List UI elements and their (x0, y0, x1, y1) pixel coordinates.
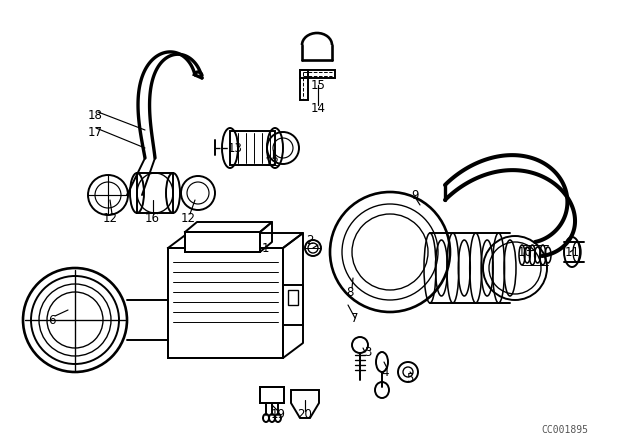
Bar (185, 232, 260, 252)
Bar (168, 248, 283, 358)
Text: 13: 13 (228, 142, 243, 155)
Text: 12: 12 (264, 155, 280, 168)
Text: 19: 19 (271, 409, 285, 422)
Text: 7: 7 (351, 311, 359, 324)
Text: 2: 2 (307, 233, 314, 246)
Bar (260, 387, 284, 403)
Bar (185, 232, 260, 252)
Text: 15: 15 (310, 78, 325, 91)
Text: 10: 10 (518, 246, 532, 258)
Text: 4: 4 (381, 366, 388, 379)
Text: 12: 12 (180, 211, 195, 224)
Text: 18: 18 (88, 108, 102, 121)
Bar (168, 248, 283, 358)
Text: 20: 20 (298, 409, 312, 422)
Bar (283, 285, 303, 325)
Text: 12: 12 (102, 211, 118, 224)
Bar (230, 131, 275, 165)
Text: 17: 17 (88, 125, 102, 138)
Text: 9: 9 (412, 189, 419, 202)
Text: 5: 5 (406, 371, 413, 384)
Bar (300, 70, 308, 100)
Text: CC001895: CC001895 (541, 425, 589, 435)
Bar (137, 173, 173, 213)
Bar (288, 290, 298, 305)
Text: 14: 14 (310, 102, 326, 115)
Text: 16: 16 (145, 211, 159, 224)
Text: 3: 3 (364, 345, 372, 358)
Text: 8: 8 (346, 285, 354, 298)
Bar (260, 387, 284, 403)
Text: 1: 1 (261, 241, 269, 254)
Text: 6: 6 (48, 314, 56, 327)
Text: 11: 11 (564, 246, 579, 258)
Polygon shape (291, 390, 319, 418)
Bar (300, 70, 335, 78)
